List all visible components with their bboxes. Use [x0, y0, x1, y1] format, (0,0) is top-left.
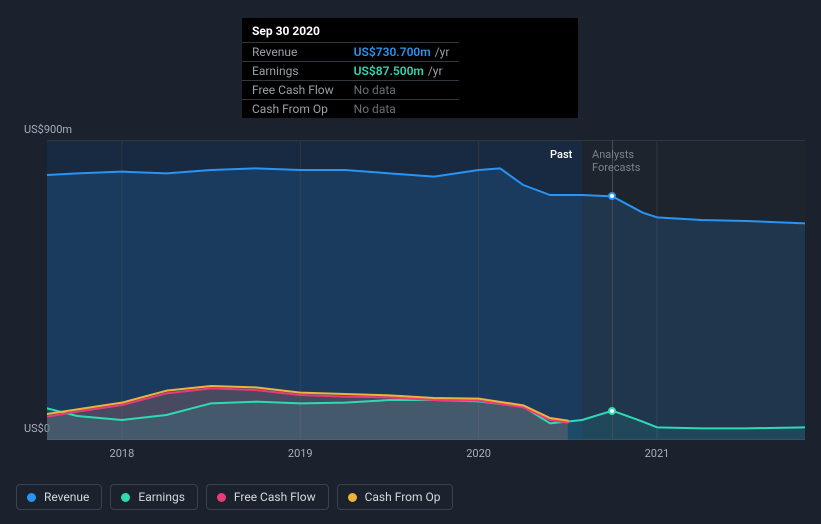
- tooltip-row-label: Revenue: [242, 43, 344, 62]
- tooltip-row-value: US$730.700m/yr: [344, 43, 460, 62]
- legend-dot-icon: [121, 493, 130, 502]
- legend-item-free-cash-flow[interactable]: Free Cash Flow: [206, 484, 329, 510]
- past-label: Past: [550, 148, 572, 161]
- x-axis-tick-label: 2021: [645, 447, 670, 460]
- tooltip-row-value: No data: [344, 100, 460, 119]
- legend-item-earnings[interactable]: Earnings: [110, 484, 198, 510]
- chart-legend: Revenue Earnings Free Cash Flow Cash From O…: [16, 484, 453, 510]
- chart-plot[interactable]: [47, 140, 805, 440]
- tooltip-row: RevenueUS$730.700m/yr: [242, 43, 459, 62]
- legend-label: Cash From Op: [365, 490, 441, 504]
- chart-tooltip: Sep 30 2020 RevenueUS$730.700m/yrEarning…: [242, 18, 578, 118]
- legend-item-cash-from-op[interactable]: Cash From Op: [337, 484, 454, 510]
- tooltip-row: Cash From OpNo data: [242, 100, 459, 119]
- legend-label: Free Cash Flow: [234, 490, 316, 504]
- legend-dot-icon: [348, 493, 357, 502]
- tooltip-row-label: Earnings: [242, 62, 344, 81]
- tooltip-rows: RevenueUS$730.700m/yrEarningsUS$87.500m/…: [242, 42, 459, 118]
- chart-marker: [608, 192, 616, 200]
- chart-crosshair: [612, 140, 613, 440]
- chart-marker: [608, 407, 616, 415]
- x-axis-labels: 2018 2019 2020 2021: [47, 447, 805, 465]
- x-axis-tick-label: 2019: [288, 447, 313, 460]
- tooltip-row-value: No data: [344, 81, 460, 100]
- tooltip-row-value: US$87.500m/yr: [344, 62, 460, 81]
- x-axis-tick-label: 2020: [466, 447, 491, 460]
- tooltip-row: EarningsUS$87.500m/yr: [242, 62, 459, 81]
- tooltip-row-label: Cash From Op: [242, 100, 344, 119]
- legend-label: Revenue: [44, 490, 89, 504]
- legend-item-revenue[interactable]: Revenue: [16, 484, 102, 510]
- legend-dot-icon: [217, 493, 226, 502]
- chart-svg: [47, 140, 805, 440]
- legend-dot-icon: [27, 493, 36, 502]
- analysts-forecasts-label: Analysts Forecasts: [592, 148, 640, 174]
- x-axis-tick-label: 2018: [110, 447, 135, 460]
- tooltip-row: Free Cash FlowNo data: [242, 81, 459, 100]
- tooltip-row-label: Free Cash Flow: [242, 81, 344, 100]
- legend-label: Earnings: [138, 490, 185, 504]
- y-axis-label-top: US$900m: [24, 123, 72, 136]
- tooltip-date: Sep 30 2020: [242, 18, 578, 42]
